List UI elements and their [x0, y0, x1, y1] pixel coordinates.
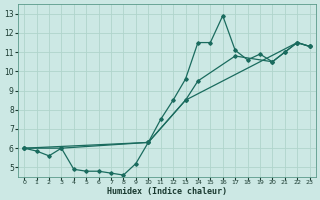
X-axis label: Humidex (Indice chaleur): Humidex (Indice chaleur)	[107, 187, 227, 196]
